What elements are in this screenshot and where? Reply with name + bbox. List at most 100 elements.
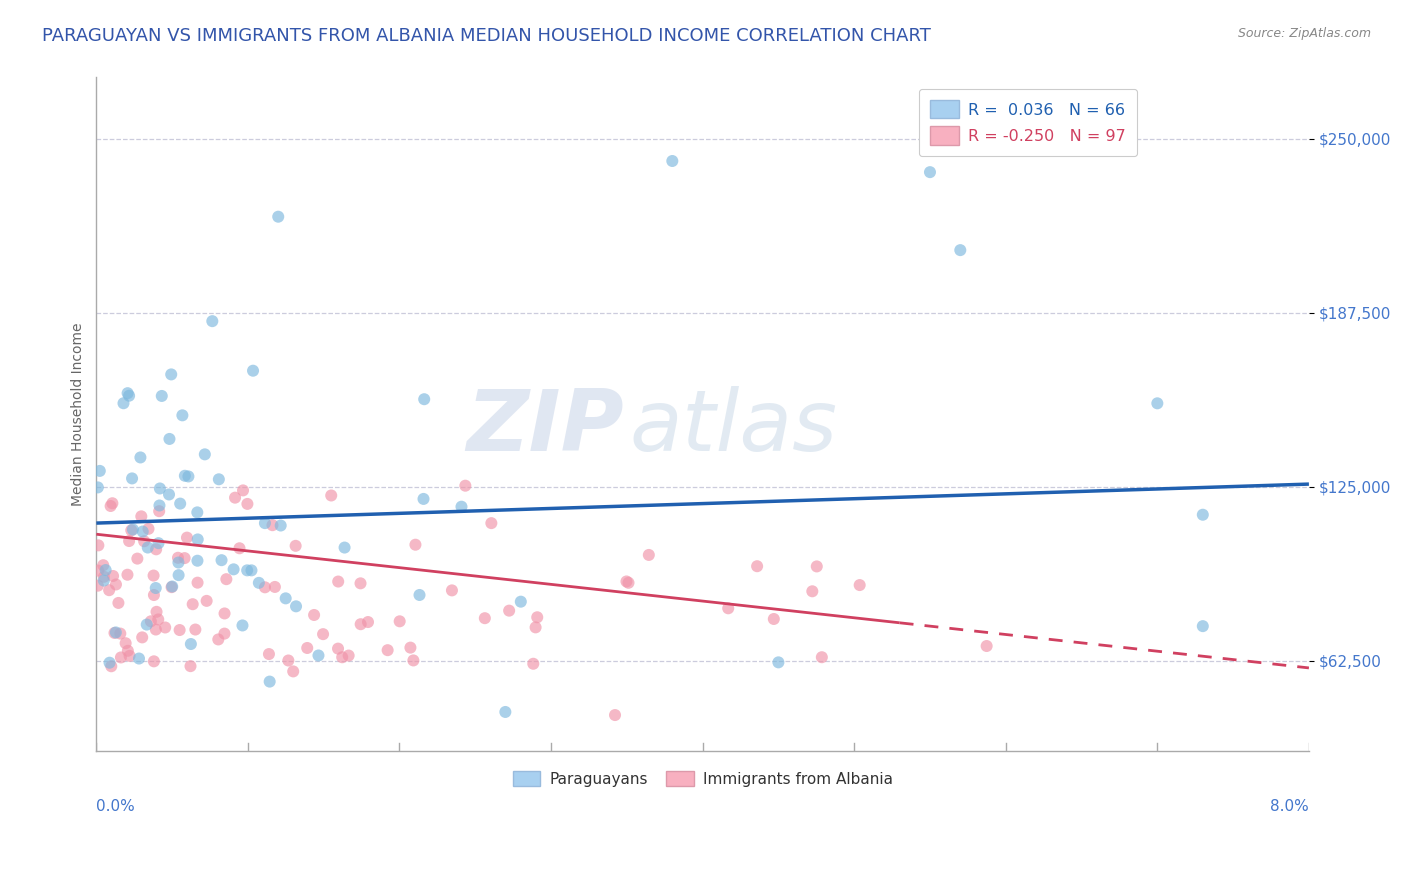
Point: [1191, 508, 1213, 522]
Point: [661, 153, 683, 168]
Point: [201, 314, 224, 328]
Point: [180, 637, 202, 651]
Point: [333, 541, 356, 555]
Point: [231, 618, 253, 632]
Point: [603, 708, 626, 723]
Point: [134, 534, 156, 549]
Point: [136, 541, 159, 555]
Point: [100, 659, 122, 673]
Point: [167, 550, 190, 565]
Point: [186, 505, 208, 519]
Point: [274, 591, 297, 606]
Text: atlas: atlas: [630, 386, 838, 469]
Point: [236, 497, 259, 511]
Point: [157, 487, 180, 501]
Point: [408, 588, 430, 602]
Point: [148, 536, 170, 550]
Point: [110, 650, 132, 665]
Point: [148, 612, 170, 626]
Point: [509, 595, 531, 609]
Point: [148, 504, 170, 518]
Point: [101, 569, 124, 583]
Point: [247, 575, 270, 590]
Point: [848, 578, 870, 592]
Point: [494, 705, 516, 719]
Point: [222, 562, 245, 576]
Point: [479, 516, 502, 530]
Point: [187, 575, 209, 590]
Point: [132, 524, 155, 539]
Point: [312, 627, 335, 641]
Point: [98, 656, 121, 670]
Point: [284, 539, 307, 553]
Point: [173, 468, 195, 483]
Point: [285, 599, 308, 614]
Point: [169, 497, 191, 511]
Point: [267, 210, 290, 224]
Point: [110, 626, 132, 640]
Point: [330, 650, 353, 665]
Point: [413, 392, 436, 407]
Text: 0.0%: 0.0%: [97, 798, 135, 814]
Point: [87, 564, 110, 578]
Point: [918, 165, 941, 179]
Point: [228, 541, 250, 556]
Point: [101, 496, 124, 510]
Point: [214, 626, 236, 640]
Point: [145, 605, 167, 619]
Point: [522, 657, 544, 671]
Point: [160, 580, 183, 594]
Point: [160, 580, 183, 594]
Point: [498, 604, 520, 618]
Point: [211, 553, 233, 567]
Y-axis label: Median Household Income: Median Household Income: [72, 323, 86, 507]
Point: [93, 574, 115, 588]
Point: [350, 617, 373, 632]
Point: [98, 583, 121, 598]
Legend: Paraguayans, Immigrants from Albania: Paraguayans, Immigrants from Albania: [505, 764, 900, 795]
Point: [404, 538, 426, 552]
Point: [412, 491, 434, 506]
Point: [236, 563, 259, 577]
Point: [259, 674, 281, 689]
Point: [399, 640, 422, 655]
Point: [173, 551, 195, 566]
Point: [321, 488, 343, 502]
Point: [142, 654, 165, 668]
Point: [129, 450, 152, 465]
Point: [179, 659, 201, 673]
Point: [454, 478, 477, 492]
Point: [118, 648, 141, 663]
Point: [167, 568, 190, 582]
Point: [232, 483, 254, 498]
Point: [118, 389, 141, 403]
Point: [745, 559, 768, 574]
Point: [801, 584, 824, 599]
Text: Source: ZipAtlas.com: Source: ZipAtlas.com: [1237, 27, 1371, 40]
Point: [177, 469, 200, 483]
Point: [264, 580, 287, 594]
Point: [253, 516, 276, 530]
Point: [186, 554, 208, 568]
Point: [270, 518, 292, 533]
Point: [326, 641, 349, 656]
Point: [139, 615, 162, 629]
Point: [172, 409, 194, 423]
Point: [616, 574, 638, 589]
Point: [357, 615, 380, 629]
Point: [117, 644, 139, 658]
Point: [717, 601, 740, 615]
Point: [811, 650, 834, 665]
Point: [89, 464, 111, 478]
Point: [128, 651, 150, 665]
Point: [145, 581, 167, 595]
Point: [806, 559, 828, 574]
Point: [135, 617, 157, 632]
Point: [277, 653, 299, 667]
Point: [440, 583, 463, 598]
Point: [617, 575, 640, 590]
Point: [349, 576, 371, 591]
Point: [526, 610, 548, 624]
Point: [127, 551, 149, 566]
Point: [104, 625, 127, 640]
